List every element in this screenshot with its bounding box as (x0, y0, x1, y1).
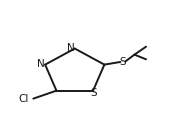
Text: Cl: Cl (19, 94, 29, 104)
Text: N: N (67, 43, 75, 53)
Text: S: S (119, 57, 126, 67)
Text: S: S (91, 88, 97, 98)
Text: N: N (37, 59, 45, 69)
